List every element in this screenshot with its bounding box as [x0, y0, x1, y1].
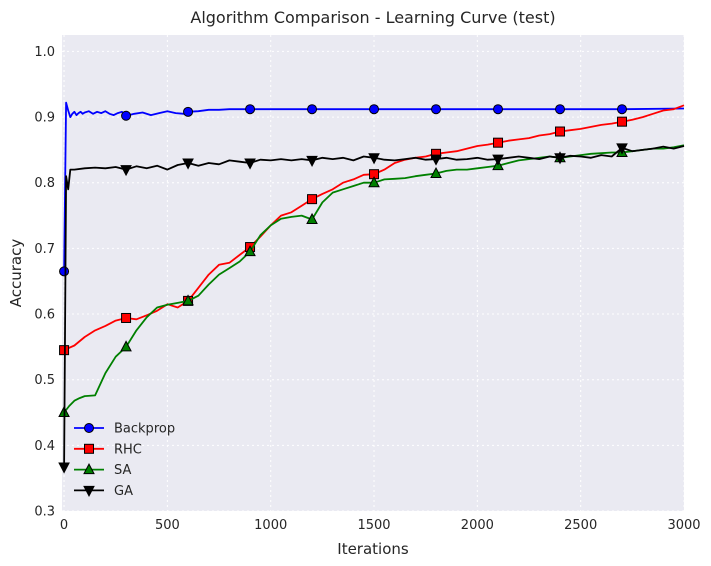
data-point-rhc [617, 116, 628, 127]
data-point-backprop [307, 104, 318, 115]
data-point-backprop [59, 266, 70, 277]
y-tick-label: 0.8 [34, 176, 55, 191]
data-point-ga [306, 155, 318, 167]
x-ticks: 0 500 1000 1500 2000 2500 3000 [60, 518, 701, 533]
x-tick-label: 2000 [461, 518, 494, 533]
data-point-sa [430, 166, 442, 179]
y-tick-label: 0.5 [34, 373, 55, 388]
series-line-ga [63, 145, 685, 468]
data-point-ga [616, 143, 628, 155]
series-ga [58, 143, 685, 474]
legend-label: RHC [114, 442, 142, 457]
data-point-backprop [183, 106, 194, 117]
y-tick-label: 0.3 [34, 505, 55, 520]
data-point-backprop [121, 110, 132, 121]
data-point-ga [554, 153, 566, 165]
data-point-rhc [555, 126, 566, 137]
y-axis-label: Accuracy [7, 239, 25, 308]
x-axis-label: Iterations [337, 540, 409, 558]
x-tick-label: 1000 [254, 518, 287, 533]
legend-label: SA [114, 463, 131, 478]
data-point-rhc [307, 194, 318, 205]
data-point-sa [244, 245, 256, 257]
legend-item-sa: SA [74, 463, 131, 478]
data-point-ga [58, 462, 70, 474]
y-tick-label: 0.7 [34, 242, 55, 257]
legend-item-rhc: RHC [74, 442, 142, 457]
data-point-sa [306, 212, 318, 224]
data-point-sa [182, 294, 194, 306]
y-tick-label: 0.9 [34, 111, 55, 126]
legend-swatch-marker [83, 485, 95, 497]
data-point-backprop [617, 104, 628, 115]
y-ticks: 0.3 0.4 0.5 0.6 0.7 0.8 0.9 1.0 [34, 45, 55, 520]
series-layer [58, 101, 685, 474]
y-tick-label: 0.6 [34, 308, 55, 323]
x-tick-label: 2500 [564, 518, 597, 533]
data-point-sa [368, 176, 380, 188]
data-point-ga [120, 165, 132, 177]
legend-swatch-marker [84, 423, 94, 433]
data-point-backprop [245, 104, 256, 115]
legend-label: Backprop [114, 422, 175, 437]
y-tick-label: 0.4 [34, 439, 55, 454]
series-backprop [59, 101, 685, 277]
data-point-rhc [121, 312, 132, 323]
data-point-ga [368, 153, 380, 165]
chart-title: Algorithm Comparison - Learning Curve (t… [190, 8, 555, 27]
y-tick-label: 1.0 [34, 45, 55, 60]
x-tick-label: 0 [60, 518, 68, 533]
data-point-ga [492, 154, 504, 166]
data-point-sa [120, 340, 132, 352]
legend-item-backprop: Backprop [74, 422, 175, 437]
data-point-backprop [431, 104, 442, 115]
legend-label: GA [114, 484, 133, 499]
data-point-ga [244, 158, 256, 170]
data-point-backprop [493, 104, 504, 115]
legend-swatch-marker [83, 463, 95, 475]
legend: Backprop RHC SA GA [74, 422, 175, 499]
legend-item-ga: GA [74, 484, 133, 499]
data-point-rhc [493, 137, 504, 148]
x-tick-label: 1500 [357, 518, 390, 533]
data-point-backprop [369, 104, 380, 115]
x-tick-label: 3000 [667, 518, 700, 533]
x-tick-label: 500 [155, 518, 180, 533]
data-point-backprop [555, 104, 566, 115]
data-point-ga [430, 154, 442, 166]
legend-swatch-marker [84, 443, 94, 454]
data-point-ga [182, 158, 194, 170]
